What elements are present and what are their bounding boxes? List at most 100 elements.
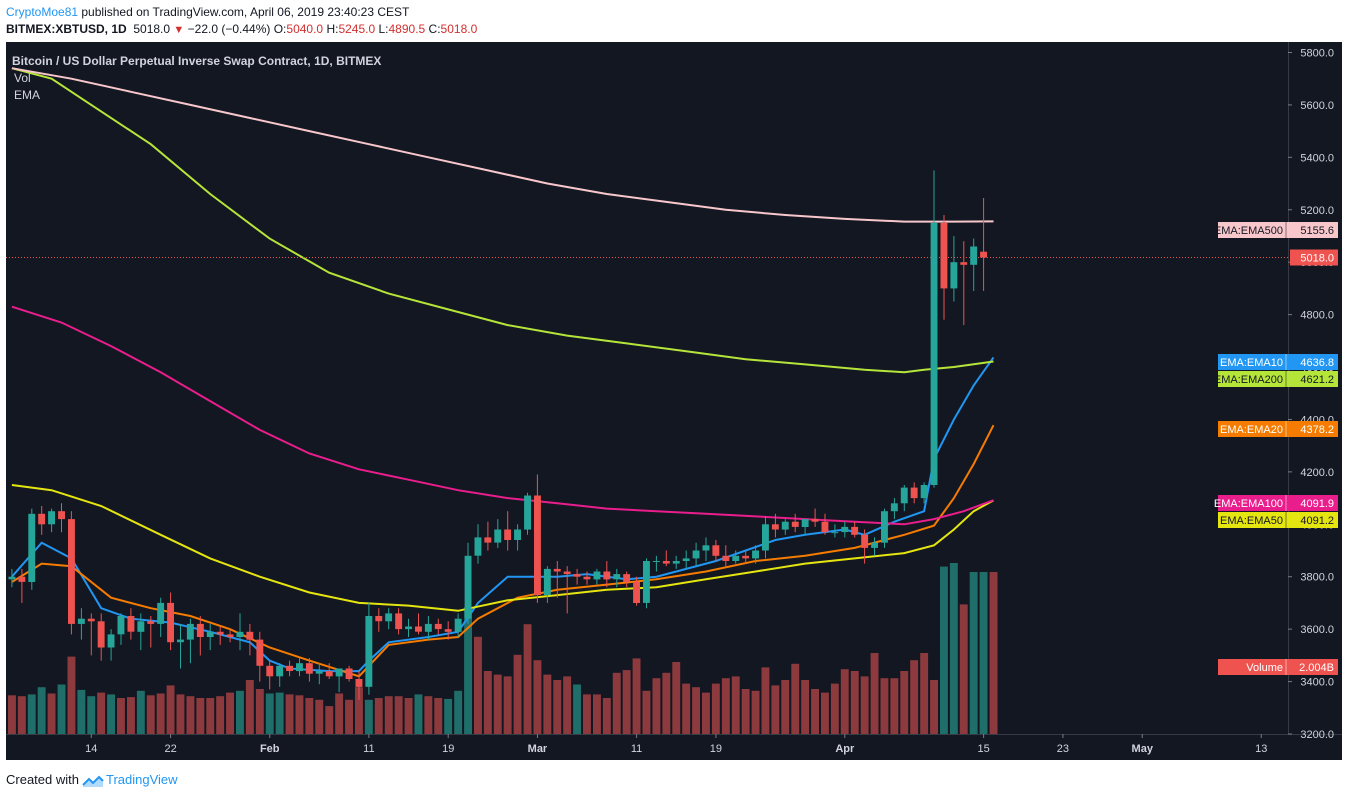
candle-body bbox=[811, 519, 819, 522]
volume-bar bbox=[850, 671, 859, 734]
chart-title: Bitcoin / US Dollar Perpetual Inverse Sw… bbox=[12, 54, 381, 68]
ema-price-label-box bbox=[1218, 421, 1338, 437]
volume-bar bbox=[979, 572, 988, 734]
volume-bar bbox=[513, 654, 522, 734]
candlesticks bbox=[8, 170, 987, 700]
price-tick-label: 3800.0 bbox=[1300, 572, 1334, 584]
time-tick-label: 15 bbox=[977, 743, 989, 755]
volume-bar bbox=[196, 698, 205, 734]
volume-bar bbox=[811, 689, 819, 734]
candle-body bbox=[405, 626, 412, 630]
volume-bar bbox=[275, 692, 284, 734]
time-tick-label: Feb bbox=[260, 743, 280, 755]
volume-bar bbox=[503, 676, 512, 734]
volume-bar bbox=[236, 690, 244, 734]
candle-body bbox=[444, 629, 452, 632]
volume-bar bbox=[335, 693, 344, 734]
candle-body bbox=[643, 561, 650, 603]
price-tick-label: 4200.0 bbox=[1300, 467, 1334, 479]
candle-body bbox=[871, 542, 878, 548]
candle-body bbox=[960, 262, 968, 265]
candle-body bbox=[186, 623, 194, 640]
created-with-text: Created with bbox=[6, 772, 79, 787]
volume-bar bbox=[67, 656, 76, 734]
candle-body bbox=[68, 519, 75, 624]
ema-price-label-box bbox=[1218, 512, 1338, 528]
volume-bar bbox=[830, 683, 839, 734]
high-label: H: bbox=[326, 22, 339, 36]
volume-bar bbox=[305, 698, 314, 734]
tradingview-link[interactable]: TradingView bbox=[105, 772, 178, 787]
volume-bar bbox=[156, 693, 165, 734]
candle-body bbox=[226, 634, 234, 637]
volume-bar bbox=[474, 636, 482, 734]
time-tick-label: May bbox=[1132, 743, 1154, 755]
candle-body bbox=[424, 623, 432, 632]
volume-bar bbox=[662, 672, 671, 734]
candle-body bbox=[534, 495, 541, 596]
candle-body bbox=[514, 529, 521, 540]
candle-body bbox=[117, 616, 125, 635]
candle-body bbox=[385, 613, 393, 622]
volume-label-name: Volume bbox=[1246, 662, 1283, 674]
volume-bar bbox=[672, 662, 681, 734]
volume-bar bbox=[771, 685, 780, 734]
candle-body bbox=[434, 623, 442, 630]
volume-bar bbox=[176, 694, 185, 734]
volume-bar bbox=[127, 697, 135, 734]
volume-bar bbox=[117, 698, 125, 734]
price-tick-label: 3400.0 bbox=[1300, 677, 1334, 689]
ema-ema500-line bbox=[11, 67, 994, 223]
candle-body bbox=[58, 511, 65, 520]
volume-bar bbox=[612, 672, 621, 734]
candle-body bbox=[563, 571, 571, 575]
price-tick-label: 3600.0 bbox=[1300, 624, 1334, 636]
candle-body bbox=[107, 634, 115, 648]
volume-bar bbox=[77, 689, 86, 734]
volume-bar bbox=[226, 692, 234, 734]
volume-bar bbox=[781, 680, 790, 734]
candle-body bbox=[216, 631, 224, 635]
last-price-tag: 5018.0 bbox=[1290, 249, 1338, 266]
candle-body bbox=[603, 571, 611, 580]
volume-bar bbox=[27, 694, 36, 734]
ema-price-label-value: 4091.2 bbox=[1300, 515, 1334, 527]
volume-bar bbox=[424, 696, 433, 734]
price-chart[interactable]: Bitcoin / US Dollar Perpetual Inverse Sw… bbox=[0, 0, 1348, 770]
candle-body bbox=[504, 529, 512, 540]
volume-bar bbox=[37, 687, 46, 734]
candle-body bbox=[593, 571, 601, 580]
volume-bar bbox=[285, 694, 294, 734]
candle-body bbox=[672, 561, 680, 564]
volume-bar bbox=[374, 698, 383, 734]
candle-body bbox=[781, 521, 789, 530]
author-link[interactable]: CryptoMoe81 bbox=[6, 5, 79, 19]
ema-price-label-name: EMA:EMA10 bbox=[1220, 357, 1283, 369]
candle-body bbox=[28, 513, 36, 582]
ema-price-label-value: 4636.8 bbox=[1300, 357, 1334, 369]
time-tick-label: Mar bbox=[528, 743, 548, 755]
candle-body bbox=[980, 251, 987, 258]
candle-body bbox=[821, 521, 829, 533]
volume-bar bbox=[136, 690, 145, 734]
candle-body bbox=[841, 526, 849, 533]
volume-bar bbox=[860, 676, 869, 734]
time-tick-label: 22 bbox=[164, 743, 176, 755]
volume-bar bbox=[404, 698, 413, 734]
candle-body bbox=[543, 568, 551, 596]
ema-price-label-box bbox=[1218, 222, 1338, 238]
time-tick-label: 11 bbox=[631, 743, 642, 755]
volume-bar bbox=[900, 671, 909, 734]
volume-bar bbox=[840, 669, 849, 734]
price-tick-label: 5400.0 bbox=[1300, 152, 1334, 164]
volume-bar bbox=[543, 674, 552, 734]
volume-bar bbox=[107, 694, 115, 734]
volume-label-box bbox=[1218, 659, 1338, 675]
volume-bar bbox=[523, 624, 532, 734]
volume-bar bbox=[652, 678, 661, 734]
volume-bar bbox=[434, 698, 443, 734]
candle-body bbox=[623, 574, 631, 582]
volume-bar bbox=[602, 698, 611, 734]
candle-body bbox=[553, 568, 561, 572]
price-tick-label: 5200.0 bbox=[1300, 205, 1334, 217]
